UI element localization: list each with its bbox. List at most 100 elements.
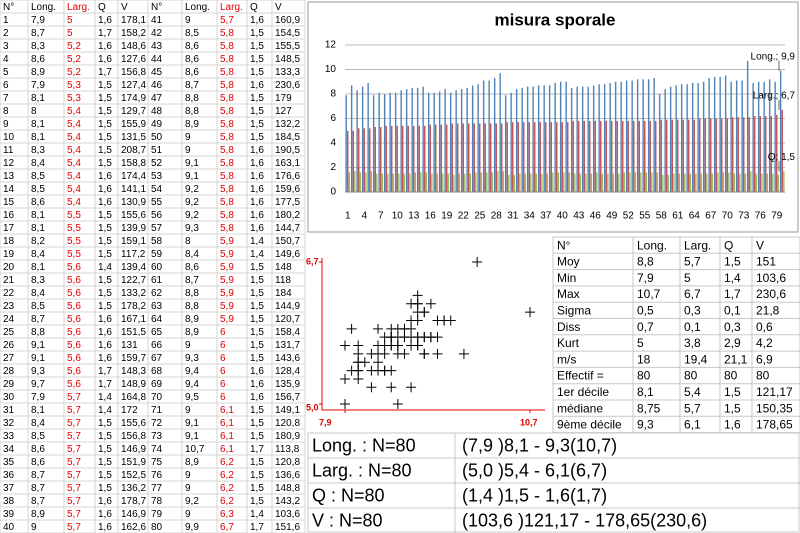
sheet-cell: 149,1 bbox=[275, 405, 300, 416]
sheet-cell: 9,1 bbox=[185, 171, 199, 182]
sheet-cell: 45 bbox=[151, 67, 163, 78]
y-tick-label: 2 bbox=[330, 162, 336, 173]
bar bbox=[554, 82, 556, 192]
bar bbox=[345, 95, 347, 192]
sheet-cell: 50 bbox=[151, 132, 163, 143]
bar bbox=[354, 171, 356, 192]
sheet-cell: 5,5 bbox=[67, 210, 81, 221]
sheet-cell: 13 bbox=[3, 171, 15, 182]
sheet-cell: 159,7 bbox=[121, 353, 146, 364]
stats-cell: 5 bbox=[637, 336, 644, 350]
scatter-point bbox=[353, 373, 364, 384]
bar bbox=[563, 172, 565, 192]
bar bbox=[363, 128, 365, 192]
sheet-cell: 148 bbox=[275, 262, 292, 273]
sheet-cell: 38 bbox=[3, 496, 15, 507]
sheet-cell: 1,6 bbox=[250, 223, 264, 234]
sheet-cell: 23 bbox=[3, 301, 15, 312]
bar bbox=[468, 123, 470, 192]
sheet-cell: 5,4 bbox=[67, 197, 81, 208]
sheet-cell: 148,3 bbox=[121, 366, 146, 377]
stats-cell: 230,6 bbox=[756, 287, 786, 301]
sheet-cell: 1,5 bbox=[98, 288, 112, 299]
bar bbox=[699, 118, 701, 192]
sheet-cell: 46 bbox=[151, 80, 163, 91]
stats-cell: 6,9 bbox=[756, 352, 773, 366]
sheet-cell: 5,7 bbox=[67, 470, 81, 481]
sheet-cell: 5,3 bbox=[67, 80, 81, 91]
scatter-point bbox=[412, 315, 423, 326]
bar bbox=[513, 174, 516, 192]
scatter-point bbox=[379, 348, 390, 359]
bar bbox=[517, 122, 519, 192]
sheet-cell: 1,5 bbox=[250, 301, 264, 312]
sheet-cell: 8,1 bbox=[31, 223, 45, 234]
sheet-cell: 51 bbox=[151, 145, 163, 156]
sheet-cell: 1,5 bbox=[250, 470, 264, 481]
bar bbox=[385, 125, 387, 192]
stats-cell: 0,1 bbox=[684, 320, 701, 334]
bar bbox=[616, 120, 618, 192]
stats-cell: 5 bbox=[684, 271, 691, 285]
sheet-cell: 5,6 bbox=[67, 301, 81, 312]
sheet-cell: Long. bbox=[31, 2, 56, 13]
sheet-cell: 1,5 bbox=[98, 444, 112, 455]
sheet-cell: 5,6 bbox=[67, 288, 81, 299]
sheet-cell: 1 bbox=[3, 15, 9, 26]
stats-cell: 9,3 bbox=[637, 418, 654, 432]
bar bbox=[559, 81, 562, 192]
sheet-cell: 58 bbox=[151, 236, 163, 247]
bar bbox=[717, 172, 719, 192]
stats-cell: 8,1 bbox=[637, 385, 654, 399]
sheet-cell: 1,5 bbox=[250, 132, 264, 143]
sheet-cell: 8,9 bbox=[185, 457, 199, 468]
sheet-cell: 1,6 bbox=[98, 197, 112, 208]
bar bbox=[499, 73, 501, 192]
bar bbox=[669, 86, 672, 192]
sheet-cell: 1,6 bbox=[98, 496, 112, 507]
sheet-cell: 9 bbox=[185, 483, 191, 494]
bar bbox=[684, 173, 686, 192]
annotation: Larg.; 6,7 bbox=[753, 91, 796, 102]
sheet-cell: 1,5 bbox=[250, 262, 264, 273]
bar bbox=[528, 122, 530, 192]
x-tick-label: 4 bbox=[361, 211, 367, 222]
bar bbox=[535, 173, 538, 192]
stats-cell: Effectif = bbox=[557, 369, 604, 383]
stats-cell: 1,5 bbox=[724, 255, 741, 269]
sheet-cell: 1,6 bbox=[98, 522, 112, 533]
sheet-cell: 158,4 bbox=[275, 327, 300, 338]
sheet-cell: 8,1 bbox=[31, 262, 45, 273]
bar bbox=[466, 87, 468, 192]
bar bbox=[765, 116, 767, 192]
x-tick-label: 55 bbox=[639, 211, 651, 222]
sheet-cell: 8 bbox=[185, 236, 191, 247]
sheet-cell: 179 bbox=[275, 93, 292, 104]
stats-cell: 8,75 bbox=[637, 401, 661, 415]
sheet-cell: 9,1 bbox=[185, 418, 199, 429]
x-tick-label: 31 bbox=[507, 211, 519, 222]
bar bbox=[372, 95, 375, 192]
sheet-cell: 122,7 bbox=[121, 275, 146, 286]
sheet-cell: 190,5 bbox=[275, 145, 300, 156]
bar bbox=[444, 89, 446, 192]
sheet-cell: 26 bbox=[3, 340, 15, 351]
bar bbox=[677, 119, 679, 192]
sheet-cell: 4 bbox=[3, 54, 9, 65]
stats-cell: m/s bbox=[557, 352, 576, 366]
sheet-cell: 53 bbox=[151, 171, 163, 182]
sheet-cell: 57 bbox=[151, 223, 163, 234]
sheet-cell: 160,9 bbox=[275, 15, 300, 26]
sheet-cell: 8 bbox=[3, 106, 9, 117]
sheet-cell: 11 bbox=[3, 145, 14, 156]
scatter-point bbox=[340, 399, 350, 409]
bar bbox=[634, 172, 637, 192]
sheet-cell: 155,5 bbox=[275, 41, 300, 52]
bar bbox=[612, 173, 615, 192]
sheet-cell: 151,9 bbox=[121, 457, 146, 468]
bar bbox=[642, 79, 644, 192]
sheet-cell: 5,5 bbox=[67, 249, 81, 260]
sheet-cell: 9 bbox=[185, 470, 191, 481]
x-tick-label: 10,7 bbox=[520, 417, 538, 427]
scatter-point bbox=[386, 365, 397, 376]
